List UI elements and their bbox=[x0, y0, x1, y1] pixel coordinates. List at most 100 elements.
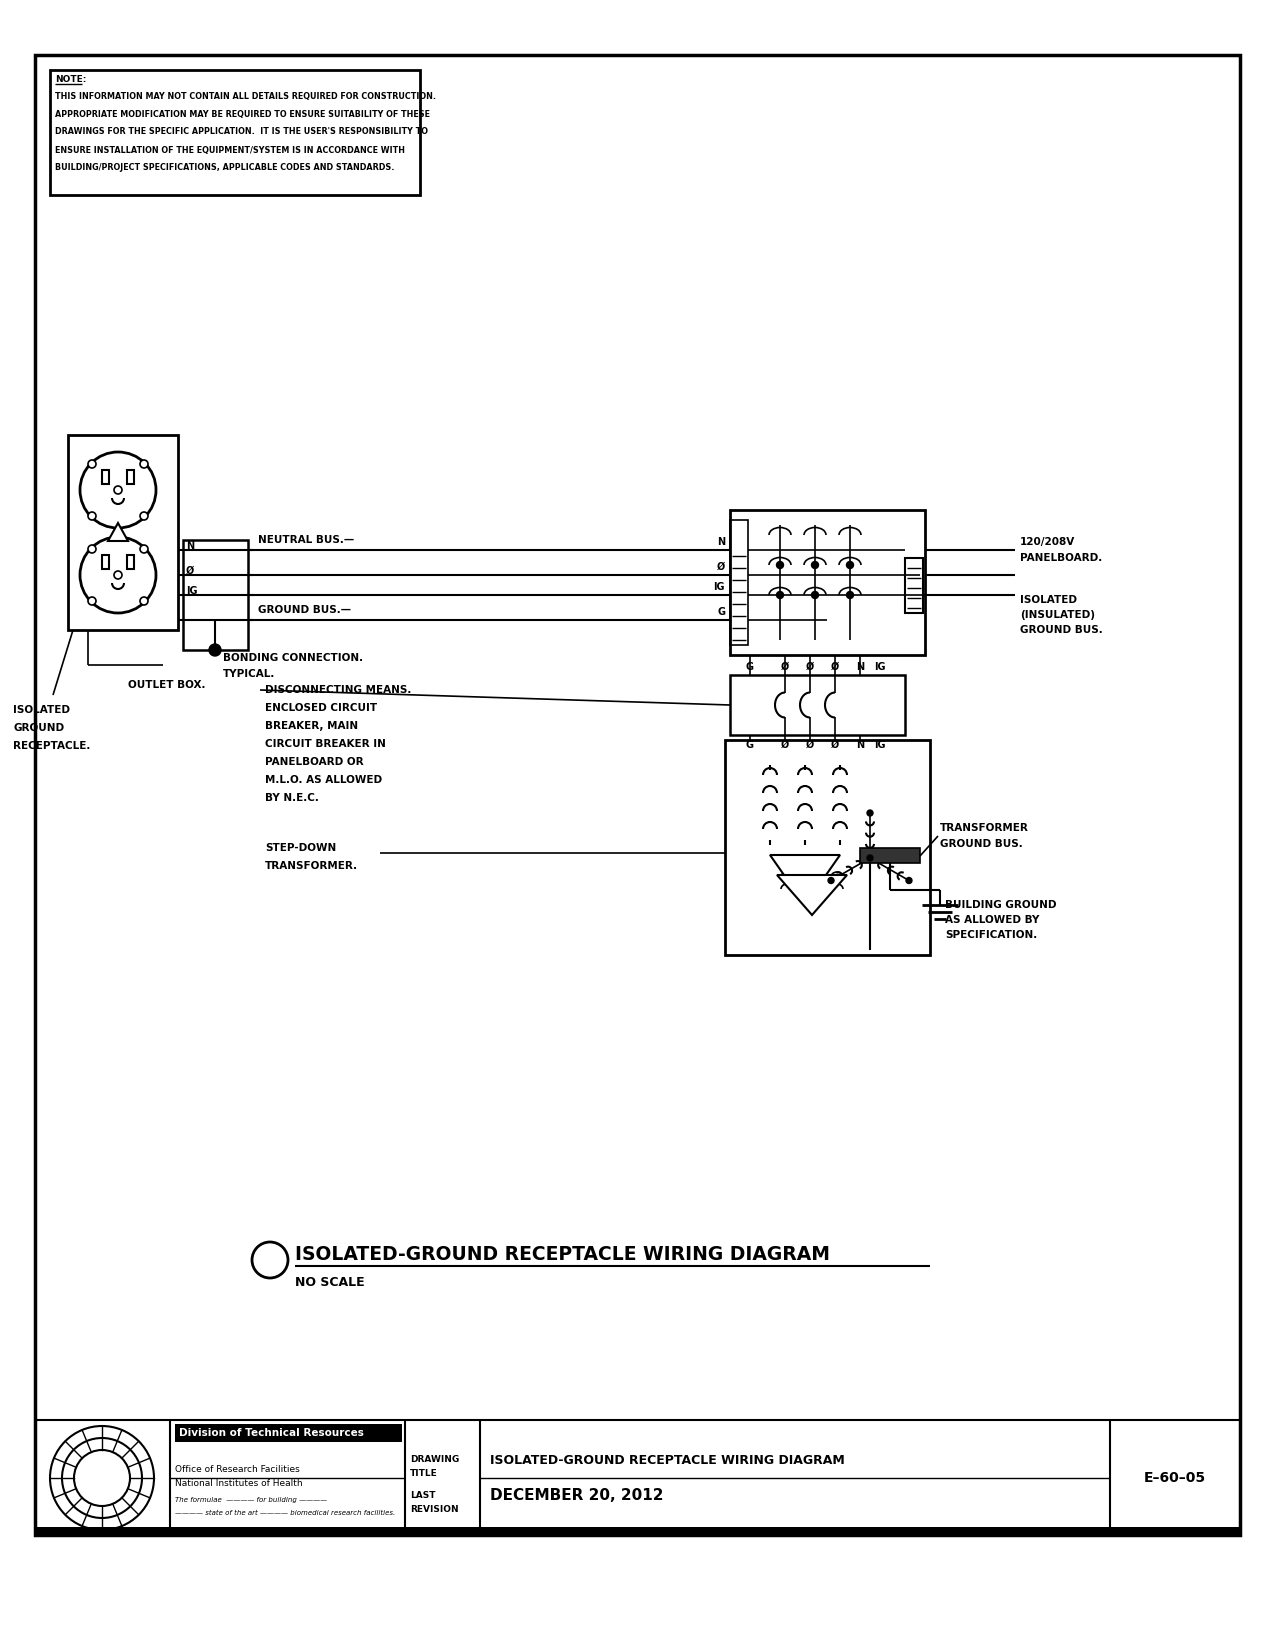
Text: M.L.O. AS ALLOWED: M.L.O. AS ALLOWED bbox=[265, 776, 382, 785]
Text: ISOLATED-GROUND RECEPTACLE WIRING DIAGRAM: ISOLATED-GROUND RECEPTACLE WIRING DIAGRA… bbox=[295, 1246, 830, 1264]
Circle shape bbox=[847, 561, 853, 569]
Circle shape bbox=[140, 544, 148, 553]
Text: TRANSFORMER.: TRANSFORMER. bbox=[265, 861, 358, 871]
Text: IG: IG bbox=[875, 662, 886, 672]
Text: IG: IG bbox=[186, 586, 198, 596]
Text: G: G bbox=[746, 662, 754, 672]
Text: E–60–05: E–60–05 bbox=[1144, 1472, 1206, 1485]
Bar bbox=[731, 520, 748, 645]
Text: N: N bbox=[717, 536, 725, 548]
Polygon shape bbox=[770, 855, 840, 904]
Circle shape bbox=[80, 452, 156, 528]
Text: (INSULATED): (INSULATED) bbox=[1020, 610, 1095, 620]
Text: APPROPRIATE MODIFICATION MAY BE REQUIRED TO ENSURE SUITABILITY OF THESE: APPROPRIATE MODIFICATION MAY BE REQUIRED… bbox=[55, 109, 430, 119]
Text: BUILDING GROUND: BUILDING GROUND bbox=[945, 899, 1057, 911]
Bar bbox=[102, 554, 108, 569]
Text: IG: IG bbox=[875, 739, 886, 751]
Text: TRANSFORMER: TRANSFORMER bbox=[940, 823, 1029, 833]
Text: DISCONNECTING MEANS.: DISCONNECTING MEANS. bbox=[265, 685, 412, 695]
Bar bbox=[128, 554, 134, 569]
Text: BY N.E.C.: BY N.E.C. bbox=[265, 794, 319, 804]
Text: Ø: Ø bbox=[831, 662, 839, 672]
Text: GROUND BUS.—: GROUND BUS.— bbox=[258, 606, 351, 615]
Text: ISOLATED-GROUND RECEPTACLE WIRING DIAGRAM: ISOLATED-GROUND RECEPTACLE WIRING DIAGRA… bbox=[490, 1454, 845, 1467]
Bar bbox=[861, 848, 921, 863]
Text: NO SCALE: NO SCALE bbox=[295, 1275, 365, 1289]
Text: BUILDING/PROJECT SPECIFICATIONS, APPLICABLE CODES AND STANDARDS.: BUILDING/PROJECT SPECIFICATIONS, APPLICA… bbox=[55, 163, 394, 173]
Text: CIRCUIT BREAKER IN: CIRCUIT BREAKER IN bbox=[265, 739, 386, 749]
Text: N: N bbox=[856, 662, 864, 672]
Text: NOTE:: NOTE: bbox=[55, 76, 87, 84]
Circle shape bbox=[209, 644, 221, 657]
Circle shape bbox=[113, 571, 122, 579]
Text: N: N bbox=[186, 541, 194, 551]
Text: The formulae  ———— for building ————: The formulae ———— for building ———— bbox=[175, 1497, 328, 1503]
Text: G: G bbox=[746, 739, 754, 751]
Text: LAST: LAST bbox=[411, 1492, 436, 1500]
Bar bbox=[175, 1424, 402, 1442]
Circle shape bbox=[867, 810, 873, 817]
Text: ———— state of the art ———— biomedical research facilities.: ———— state of the art ———— biomedical re… bbox=[175, 1510, 395, 1516]
Polygon shape bbox=[776, 874, 847, 916]
Text: 120/208V: 120/208V bbox=[1020, 536, 1075, 548]
Text: SPECIFICATION.: SPECIFICATION. bbox=[945, 931, 1038, 940]
Circle shape bbox=[811, 591, 819, 599]
Text: ISOLATED: ISOLATED bbox=[1020, 596, 1077, 606]
Text: Ø: Ø bbox=[780, 739, 789, 751]
Bar bbox=[34, 1526, 1241, 1534]
Text: OUTLET BOX.: OUTLET BOX. bbox=[128, 680, 205, 690]
Text: Office of Research Facilities: Office of Research Facilities bbox=[175, 1465, 300, 1475]
Text: Ø: Ø bbox=[186, 566, 194, 576]
Text: DRAWINGS FOR THE SPECIFIC APPLICATION.  IT IS THE USER'S RESPONSIBILITY TO: DRAWINGS FOR THE SPECIFIC APPLICATION. I… bbox=[55, 127, 428, 137]
Text: Division of Technical Resources: Division of Technical Resources bbox=[179, 1427, 363, 1439]
Bar bbox=[128, 470, 134, 483]
Circle shape bbox=[88, 460, 96, 469]
Text: TYPICAL.: TYPICAL. bbox=[223, 668, 275, 680]
Circle shape bbox=[88, 544, 96, 553]
Bar bbox=[68, 436, 179, 630]
Bar bbox=[731, 510, 924, 655]
Text: ENCLOSED CIRCUIT: ENCLOSED CIRCUIT bbox=[265, 703, 377, 713]
Circle shape bbox=[776, 561, 784, 569]
Bar bbox=[905, 558, 923, 614]
Circle shape bbox=[50, 1426, 154, 1530]
Circle shape bbox=[88, 512, 96, 520]
Circle shape bbox=[811, 561, 819, 569]
Circle shape bbox=[847, 591, 853, 599]
Text: DECEMBER 20, 2012: DECEMBER 20, 2012 bbox=[490, 1488, 663, 1503]
Text: IG: IG bbox=[714, 582, 725, 592]
Text: GROUND BUS.: GROUND BUS. bbox=[940, 838, 1023, 850]
Text: PANELBOARD.: PANELBOARD. bbox=[1020, 553, 1103, 563]
Text: ENSURE INSTALLATION OF THE EQUIPMENT/SYSTEM IS IN ACCORDANCE WITH: ENSURE INSTALLATION OF THE EQUIPMENT/SYS… bbox=[55, 145, 405, 155]
Bar bbox=[50, 69, 419, 195]
Text: Ø: Ø bbox=[806, 662, 815, 672]
Text: PANELBOARD OR: PANELBOARD OR bbox=[265, 757, 363, 767]
Text: THIS INFORMATION MAY NOT CONTAIN ALL DETAILS REQUIRED FOR CONSTRUCTION.: THIS INFORMATION MAY NOT CONTAIN ALL DET… bbox=[55, 91, 436, 101]
Bar bbox=[34, 54, 1241, 1534]
Text: STEP-DOWN: STEP-DOWN bbox=[265, 843, 337, 853]
Text: REVISION: REVISION bbox=[411, 1505, 459, 1513]
Circle shape bbox=[140, 597, 148, 606]
Circle shape bbox=[113, 487, 122, 493]
Text: RECEPTACLE.: RECEPTACLE. bbox=[13, 741, 91, 751]
Text: ISOLATED: ISOLATED bbox=[13, 705, 70, 714]
Text: GROUND BUS.: GROUND BUS. bbox=[1020, 625, 1103, 635]
Bar bbox=[102, 470, 108, 483]
Bar bbox=[731, 675, 905, 734]
Text: G: G bbox=[717, 607, 725, 617]
Circle shape bbox=[867, 855, 873, 861]
Circle shape bbox=[776, 591, 784, 599]
Circle shape bbox=[252, 1242, 288, 1279]
Text: Ø: Ø bbox=[831, 739, 839, 751]
Text: TITLE: TITLE bbox=[411, 1468, 437, 1477]
Text: Ø: Ø bbox=[780, 662, 789, 672]
Text: Ø: Ø bbox=[806, 739, 815, 751]
Text: BONDING CONNECTION.: BONDING CONNECTION. bbox=[223, 653, 363, 663]
Text: NEUTRAL BUS.—: NEUTRAL BUS.— bbox=[258, 535, 354, 544]
Circle shape bbox=[80, 536, 156, 614]
Text: DRAWING: DRAWING bbox=[411, 1455, 459, 1465]
Circle shape bbox=[140, 512, 148, 520]
Circle shape bbox=[827, 878, 834, 883]
Text: Ø: Ø bbox=[717, 563, 725, 573]
Text: AS ALLOWED BY: AS ALLOWED BY bbox=[945, 916, 1039, 926]
